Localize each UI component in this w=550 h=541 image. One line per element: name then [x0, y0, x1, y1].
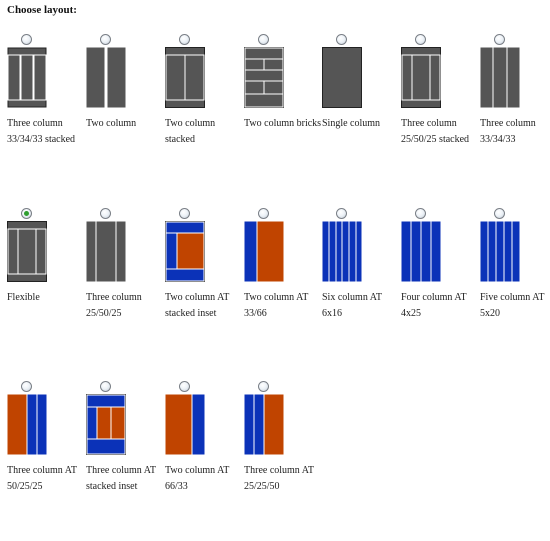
- layout-label: Flexible: [7, 292, 40, 303]
- layout-label: Three column AT 25/25/50: [244, 465, 314, 492]
- layout-radio[interactable]: [179, 34, 190, 45]
- layout-option[interactable]: Three column 25/50/25: [85, 208, 166, 368]
- at-three-col-50-25-25-thumbnail[interactable]: [6, 393, 48, 456]
- layout-option[interactable]: Five column AT 5x20: [479, 208, 550, 368]
- layout-radio[interactable]: [179, 208, 190, 219]
- layout-option[interactable]: Two column: [85, 34, 166, 194]
- layout-label: Two column stacked: [165, 118, 216, 145]
- at-two-col-66-33-thumbnail[interactable]: [164, 393, 206, 456]
- layout-radio[interactable]: [21, 34, 32, 45]
- layout-option[interactable]: Single column: [322, 34, 402, 194]
- layout-radio[interactable]: [258, 208, 269, 219]
- layout-label: Six column AT 6x16: [322, 292, 382, 319]
- layout-radio[interactable]: [100, 381, 111, 392]
- two-col-thumbnail[interactable]: [85, 46, 127, 109]
- layout-option[interactable]: Three column 33/34/33 stacked: [6, 34, 87, 194]
- layout-option[interactable]: Six column AT 6x16: [321, 208, 402, 368]
- single-col-thumbnail[interactable]: [322, 47, 362, 108]
- layout-label: Three column 33/34/33: [480, 118, 536, 145]
- layout-radio[interactable]: [258, 34, 269, 45]
- at-two-col-stacked-inset-thumbnail[interactable]: [165, 221, 205, 282]
- at-six-col-thumbnail[interactable]: [321, 220, 363, 283]
- layout-label: Three column AT 50/25/25: [7, 465, 77, 492]
- layout-option[interactable]: Two column AT 33/66: [243, 208, 324, 368]
- at-three-col-stacked-inset-thumbnail[interactable]: [86, 394, 126, 455]
- layout-label: Three column 25/50/25 stacked: [401, 118, 470, 145]
- layout-option[interactable]: Three column AT 50/25/25: [6, 381, 87, 541]
- two-col-bricks-thumbnail[interactable]: [244, 47, 284, 108]
- layout-label: Four column AT 4x25: [401, 292, 467, 319]
- layout-label: Two column AT 66/33: [165, 465, 230, 492]
- layout-radio[interactable]: [336, 34, 347, 45]
- layout-label: Three column 25/50/25: [86, 292, 142, 319]
- layout-label: Three column 33/34/33 stacked: [7, 118, 76, 145]
- layout-label: Three column AT stacked inset: [86, 465, 156, 492]
- layout-radio[interactable]: [415, 34, 426, 45]
- layout-option[interactable]: Three column 33/34/33: [479, 34, 550, 194]
- layout-option[interactable]: Two column AT 66/33: [164, 381, 245, 541]
- layout-option[interactable]: Three column 25/50/25 stacked: [401, 34, 481, 194]
- three-col-25-50-25-thumbnail[interactable]: [85, 220, 127, 283]
- layout-option[interactable]: Three column AT 25/25/50: [243, 381, 324, 541]
- three-col-25-50-25-stacked-thumbnail[interactable]: [401, 47, 441, 108]
- two-col-stacked-thumbnail[interactable]: [165, 47, 205, 108]
- layout-radio[interactable]: [100, 208, 111, 219]
- layout-option[interactable]: Flexible: [7, 208, 87, 368]
- layout-option[interactable]: Four column AT 4x25: [400, 208, 481, 368]
- choose-layout-heading: Choose layout:: [7, 4, 77, 16]
- at-four-col-thumbnail[interactable]: [400, 220, 442, 283]
- layout-radio[interactable]: [258, 381, 269, 392]
- layout-label: Two column bricks: [244, 118, 322, 129]
- layout-radio[interactable]: [336, 208, 347, 219]
- layout-option[interactable]: Two column stacked: [165, 34, 245, 194]
- layout-radio[interactable]: [100, 34, 111, 45]
- layout-label: Two column AT 33/66: [244, 292, 309, 319]
- layout-radio[interactable]: [415, 208, 426, 219]
- layout-radio[interactable]: [21, 208, 32, 219]
- layout-radio[interactable]: [179, 381, 190, 392]
- at-three-col-25-25-50-thumbnail[interactable]: [243, 393, 285, 456]
- layout-option[interactable]: Two column AT stacked inset: [165, 208, 245, 368]
- layout-label: Two column: [86, 118, 137, 129]
- layout-radio[interactable]: [494, 34, 505, 45]
- layout-label: Five column AT 5x20: [480, 292, 545, 319]
- three-col-stacked-thumbnail[interactable]: [6, 46, 48, 109]
- flexible-thumbnail[interactable]: [7, 221, 47, 282]
- at-five-col-thumbnail[interactable]: [479, 220, 521, 283]
- at-two-col-33-66-thumbnail[interactable]: [243, 220, 285, 283]
- layout-option[interactable]: Three column AT stacked inset: [86, 381, 166, 541]
- layout-label: Two column AT stacked inset: [165, 292, 230, 319]
- layout-radio[interactable]: [494, 208, 505, 219]
- layout-option[interactable]: Two column bricks: [244, 34, 324, 194]
- layout-label: Single column: [322, 118, 381, 129]
- layout-radio[interactable]: [21, 381, 32, 392]
- three-col-thumbnail[interactable]: [479, 46, 521, 109]
